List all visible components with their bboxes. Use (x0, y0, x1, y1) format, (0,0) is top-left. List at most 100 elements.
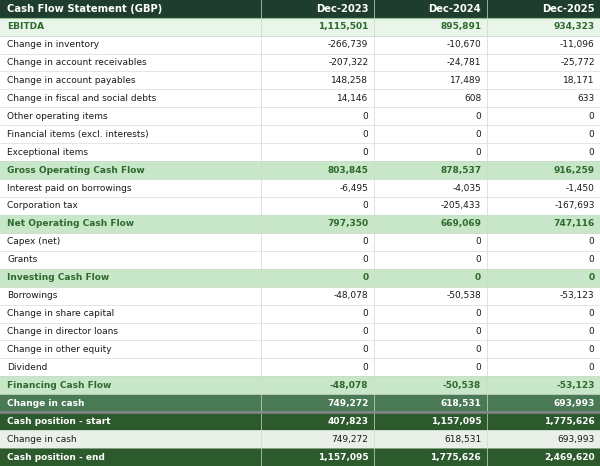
Text: Cash position - end: Cash position - end (7, 452, 105, 461)
Text: 747,116: 747,116 (553, 219, 595, 228)
FancyBboxPatch shape (0, 322, 261, 341)
FancyBboxPatch shape (261, 215, 374, 233)
FancyBboxPatch shape (374, 430, 487, 448)
Text: 0: 0 (589, 345, 595, 354)
FancyBboxPatch shape (487, 143, 600, 161)
FancyBboxPatch shape (0, 107, 261, 125)
Text: 1,157,095: 1,157,095 (318, 452, 368, 461)
Text: Net Operating Cash Flow: Net Operating Cash Flow (7, 219, 134, 228)
FancyBboxPatch shape (487, 107, 600, 125)
Text: 0: 0 (589, 237, 595, 247)
Text: 0: 0 (362, 201, 368, 211)
FancyBboxPatch shape (0, 179, 261, 197)
FancyBboxPatch shape (261, 377, 374, 394)
Text: Other operating items: Other operating items (7, 112, 108, 121)
FancyBboxPatch shape (487, 71, 600, 89)
Text: -11,096: -11,096 (560, 40, 595, 49)
Text: -50,538: -50,538 (446, 291, 481, 300)
FancyBboxPatch shape (0, 269, 261, 287)
Text: -1,450: -1,450 (566, 184, 595, 192)
FancyBboxPatch shape (261, 394, 374, 412)
Text: Corporation tax: Corporation tax (7, 201, 78, 211)
FancyBboxPatch shape (261, 54, 374, 71)
FancyBboxPatch shape (0, 0, 261, 18)
FancyBboxPatch shape (0, 358, 261, 377)
FancyBboxPatch shape (487, 430, 600, 448)
FancyBboxPatch shape (487, 394, 600, 412)
Text: Grants: Grants (7, 255, 37, 264)
Text: Financial items (excl. interests): Financial items (excl. interests) (7, 130, 149, 139)
Text: 0: 0 (362, 327, 368, 336)
Text: Capex (net): Capex (net) (7, 237, 61, 247)
Text: 1,775,626: 1,775,626 (430, 452, 481, 461)
FancyBboxPatch shape (0, 233, 261, 251)
Text: 0: 0 (362, 112, 368, 121)
Text: 0: 0 (589, 130, 595, 139)
FancyBboxPatch shape (261, 197, 374, 215)
Text: 0: 0 (362, 255, 368, 264)
FancyBboxPatch shape (0, 161, 261, 179)
FancyBboxPatch shape (374, 341, 487, 358)
Text: -205,433: -205,433 (441, 201, 481, 211)
FancyBboxPatch shape (0, 89, 261, 107)
Text: 0: 0 (589, 273, 595, 282)
Text: Borrowings: Borrowings (7, 291, 58, 300)
FancyBboxPatch shape (374, 448, 487, 466)
Text: 895,891: 895,891 (440, 22, 481, 31)
Text: Investing Cash Flow: Investing Cash Flow (7, 273, 109, 282)
Text: 0: 0 (589, 255, 595, 264)
FancyBboxPatch shape (261, 0, 374, 18)
FancyBboxPatch shape (487, 358, 600, 377)
Text: 18,171: 18,171 (563, 76, 595, 85)
Text: 669,069: 669,069 (440, 219, 481, 228)
Text: Gross Operating Cash Flow: Gross Operating Cash Flow (7, 165, 145, 175)
FancyBboxPatch shape (261, 322, 374, 341)
FancyBboxPatch shape (0, 18, 261, 35)
FancyBboxPatch shape (374, 107, 487, 125)
Text: -24,781: -24,781 (446, 58, 481, 67)
FancyBboxPatch shape (0, 251, 261, 269)
FancyBboxPatch shape (261, 35, 374, 54)
Text: 0: 0 (475, 273, 481, 282)
FancyBboxPatch shape (487, 448, 600, 466)
FancyBboxPatch shape (374, 89, 487, 107)
Text: 0: 0 (589, 327, 595, 336)
Text: 1,775,626: 1,775,626 (544, 417, 595, 425)
FancyBboxPatch shape (374, 305, 487, 322)
Text: Change in inventory: Change in inventory (7, 40, 100, 49)
FancyBboxPatch shape (0, 215, 261, 233)
Text: 14,146: 14,146 (337, 94, 368, 103)
FancyBboxPatch shape (261, 412, 374, 430)
Text: -207,322: -207,322 (328, 58, 368, 67)
Text: 0: 0 (362, 237, 368, 247)
Text: Change in account receivables: Change in account receivables (7, 58, 147, 67)
Text: -10,670: -10,670 (446, 40, 481, 49)
Text: Dec-2024: Dec-2024 (428, 4, 481, 14)
Text: Interest paid on borrowings: Interest paid on borrowings (7, 184, 132, 192)
FancyBboxPatch shape (0, 341, 261, 358)
Text: Cash Flow Statement (GBP): Cash Flow Statement (GBP) (7, 4, 163, 14)
Text: 0: 0 (589, 309, 595, 318)
FancyBboxPatch shape (374, 322, 487, 341)
FancyBboxPatch shape (487, 269, 600, 287)
FancyBboxPatch shape (374, 54, 487, 71)
Text: 0: 0 (589, 112, 595, 121)
Text: 916,259: 916,259 (553, 165, 595, 175)
Text: 934,323: 934,323 (553, 22, 595, 31)
FancyBboxPatch shape (0, 305, 261, 322)
Text: Change in other equity: Change in other equity (7, 345, 112, 354)
Text: 0: 0 (362, 345, 368, 354)
FancyBboxPatch shape (374, 125, 487, 143)
Text: -6,495: -6,495 (340, 184, 368, 192)
FancyBboxPatch shape (487, 179, 600, 197)
FancyBboxPatch shape (487, 197, 600, 215)
FancyBboxPatch shape (261, 89, 374, 107)
FancyBboxPatch shape (487, 54, 600, 71)
FancyBboxPatch shape (261, 430, 374, 448)
Text: 878,537: 878,537 (440, 165, 481, 175)
FancyBboxPatch shape (261, 18, 374, 35)
FancyBboxPatch shape (487, 233, 600, 251)
Text: EBITDA: EBITDA (7, 22, 44, 31)
FancyBboxPatch shape (261, 269, 374, 287)
FancyBboxPatch shape (374, 233, 487, 251)
